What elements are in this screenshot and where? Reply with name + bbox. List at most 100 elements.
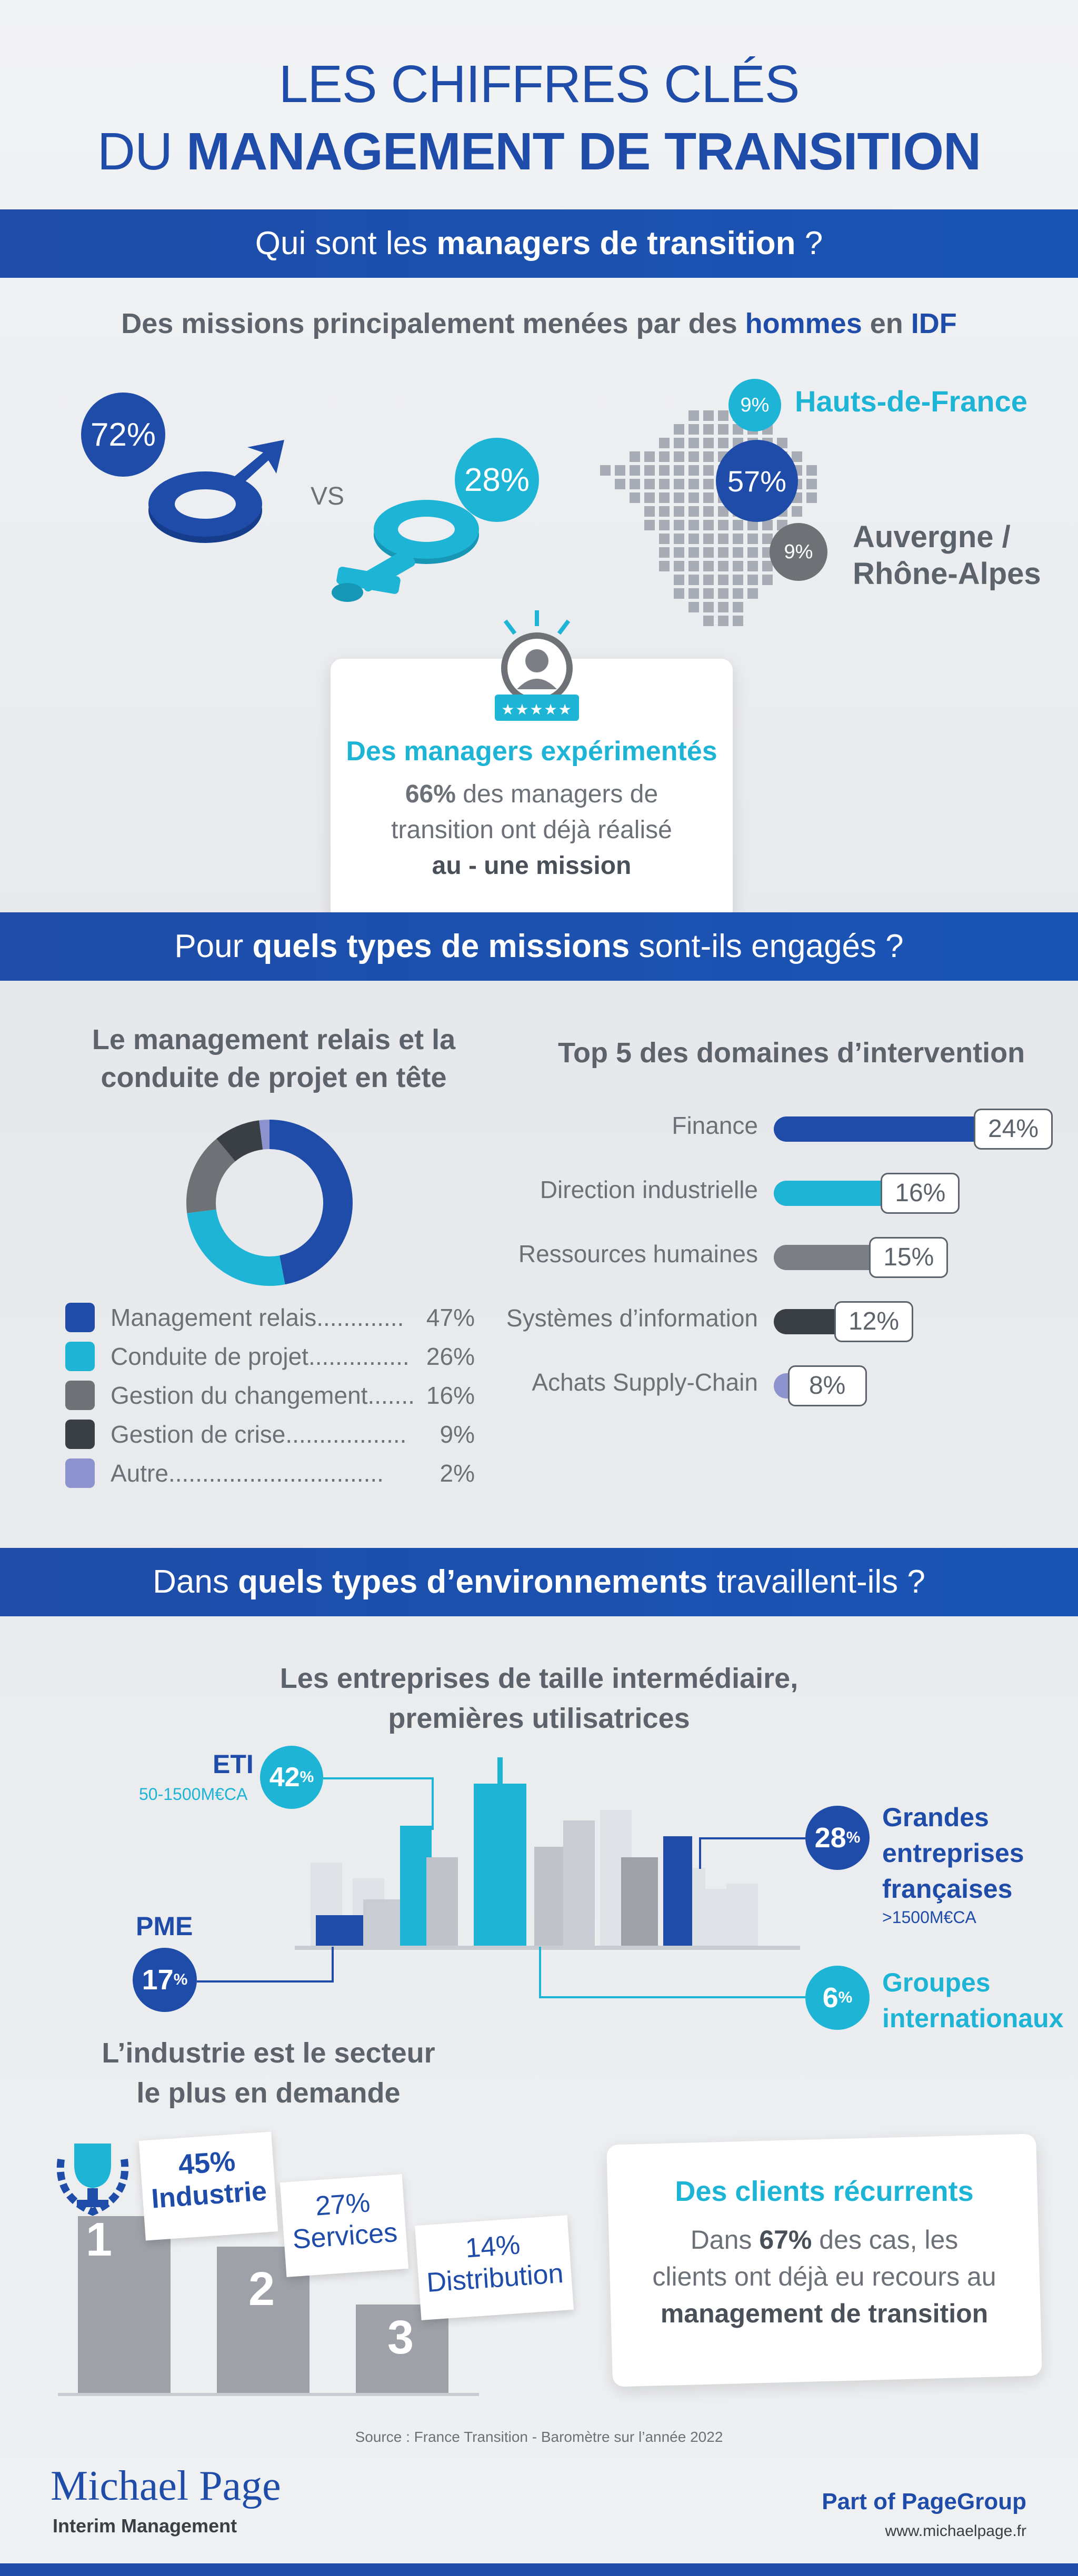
map-dot (806, 465, 817, 476)
section-bar-missions: Pour quels types de missions sont-ils en… (0, 912, 1078, 981)
grandes-l3: françaises (882, 1874, 1013, 1904)
experienced-text-3: au - une mission (432, 852, 632, 880)
map-dot (762, 520, 773, 530)
website-url[interactable]: www.michaelpage.fr (885, 2522, 1026, 2540)
women-percent-circle: 28% (455, 438, 539, 522)
map-dot (703, 479, 714, 489)
page-title: LES CHIFFRES CLÉS DU MANAGEMENT DE TRANS… (0, 51, 1078, 185)
map-dot (674, 588, 684, 599)
subtitle-prefix: Des missions principalement menées par d… (121, 308, 745, 339)
map-dot (659, 479, 670, 489)
map-dot (674, 492, 684, 503)
title-line-2: DU MANAGEMENT DE TRANSITION (0, 118, 1078, 185)
missions-left-title: Le management relais et la conduite de p… (63, 1021, 484, 1096)
map-dot (644, 479, 655, 489)
experienced-title: Des managers expérimentés (346, 736, 717, 767)
mission-donut-chart (186, 1120, 353, 1286)
recurrent-l1-suffix: des cas, les (812, 2225, 959, 2255)
legend-item: Conduite de projet ............... 26% (65, 1341, 475, 1372)
domain-pct-badge: 24% (974, 1109, 1053, 1150)
legend-label: Gestion du changement (111, 1382, 368, 1409)
map-dot (762, 561, 773, 571)
legend-label: Conduite de projet (111, 1343, 308, 1370)
map-dot (644, 451, 655, 462)
groupes-l2: internationaux (882, 2004, 1064, 2033)
legend-swatch (65, 1458, 95, 1488)
industry-title-1: L’industrie est le secteur (102, 2037, 435, 2069)
pme-circle: 17% (133, 1948, 197, 2012)
map-dot (688, 438, 699, 448)
map-dot (762, 575, 773, 585)
map-dot (747, 534, 758, 544)
experienced-pct: 66% (405, 780, 456, 808)
map-dot (792, 451, 802, 462)
map-dot (674, 506, 684, 517)
recurrent-title: Des clients récurrents (675, 2176, 974, 2207)
map-dot (792, 506, 802, 517)
map-dot (718, 547, 728, 558)
map-dot (703, 602, 714, 612)
map-dot (688, 410, 699, 421)
bar-bold: quels types de missions (252, 928, 630, 964)
map-dot (718, 534, 728, 544)
bar-bold: managers de transition (436, 225, 796, 261)
map-dot (747, 520, 758, 530)
recurrent-l2: clients ont déjà eu recours au (652, 2262, 996, 2291)
map-dot (718, 410, 728, 421)
map-dot (644, 520, 655, 530)
map-dot (688, 534, 699, 544)
map-dot (674, 451, 684, 462)
legend-item: Gestion de crise .................. 9% (65, 1418, 475, 1450)
trophy-icon (56, 2144, 129, 2216)
map-dot (688, 588, 699, 599)
map-dot (777, 438, 787, 448)
podium-2-rank: 2 (248, 2263, 275, 2316)
bar-bold: quels types d’environnements (238, 1564, 708, 1600)
map-dot (615, 479, 625, 489)
subtitle-idf: IDF (911, 308, 957, 339)
podium-tag-industrie: 45% Industrie (138, 2131, 278, 2241)
stars-rating: ★★★★★ (501, 701, 573, 718)
map-dot (615, 465, 625, 476)
map-dot (688, 451, 699, 462)
donut-slice-management-relais (269, 1120, 353, 1285)
map-dot (644, 492, 655, 503)
domain-pct-badge: 15% (869, 1237, 949, 1278)
map-dot (718, 520, 728, 530)
domain-pct-badge: 16% (881, 1173, 960, 1214)
legend-dots: .................. (285, 1421, 407, 1448)
map-dot (747, 547, 758, 558)
map-dot (703, 506, 714, 517)
industry-title: L’industrie est le secteur le plus en de… (32, 2033, 505, 2113)
groupes-circle: 6% (805, 1966, 870, 2030)
auvergne-circle: 9% (770, 523, 827, 581)
pme-label: PME (136, 1911, 193, 1941)
grandes-l2: entreprises (882, 1838, 1024, 1868)
section-bar-who: Qui sont les managers de transition ? (0, 209, 1078, 278)
map-dot (659, 438, 670, 448)
legend-item: Gestion du changement ....... 16% (65, 1380, 475, 1411)
title-bold: MANAGEMENT DE TRANSITION (186, 122, 981, 181)
legend-pct: 9% (440, 1421, 475, 1448)
source-note: Source : France Transition - Baromètre s… (355, 2429, 723, 2445)
map-dot (674, 479, 684, 489)
legend-swatch (65, 1342, 95, 1371)
legend-swatch (65, 1303, 95, 1332)
auvergne-label-1: Auvergne / (853, 520, 1011, 554)
map-dot (718, 424, 728, 435)
map-dot (703, 424, 714, 435)
map-dot (733, 575, 743, 585)
idf-circle: 57% (716, 440, 798, 522)
map-dot (688, 492, 699, 503)
podium-1-rank: 1 (85, 2213, 113, 2266)
brand-subtitle: Interim Management (53, 2515, 237, 2537)
map-dot (688, 465, 699, 476)
domain-label: Finance (672, 1112, 758, 1139)
legend-pct: 16% (426, 1382, 475, 1409)
pme-connector-v (332, 1947, 334, 1983)
groupes-pct: 6 (822, 1982, 839, 2014)
domain-label: Ressources humaines (518, 1240, 758, 1267)
podium-1 (78, 2216, 171, 2393)
left-title-2: conduite de projet en tête (101, 1062, 447, 1093)
auvergne-label-2: Rhône-Alpes (853, 557, 1041, 591)
